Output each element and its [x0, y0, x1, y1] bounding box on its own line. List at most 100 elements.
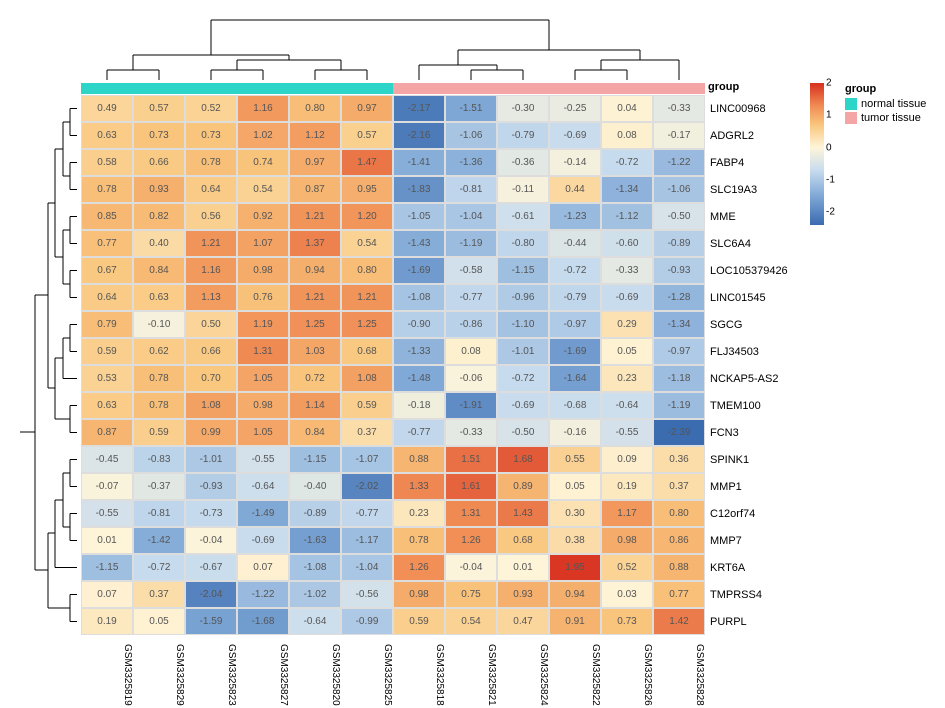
heatmap-cell: -1.59	[185, 608, 237, 635]
heatmap-cell: -0.67	[185, 554, 237, 581]
heatmap-cell: 0.40	[133, 230, 185, 257]
heatmap-cell: 0.04	[601, 95, 653, 122]
heatmap-row: 0.530.780.701.050.721.08-1.48-0.06-0.72-…	[81, 365, 705, 392]
heatmap-cell: -0.93	[185, 473, 237, 500]
heatmap-cell: 1.17	[601, 500, 653, 527]
group-cell	[341, 83, 393, 94]
heatmap-cell: -0.68	[549, 392, 601, 419]
heatmap-cell: -1.19	[445, 230, 497, 257]
heatmap-cell: 0.86	[653, 527, 705, 554]
heatmap-cell: 0.98	[393, 581, 445, 608]
heatmap-cell: -0.90	[393, 311, 445, 338]
heatmap-cell: 0.94	[549, 581, 601, 608]
row-label: FLJ34503	[708, 338, 788, 365]
row-label: C12orf74	[708, 500, 788, 527]
heatmap-cell: -2.02	[341, 473, 393, 500]
heatmap-cell: 0.93	[133, 176, 185, 203]
heatmap-cell: -1.43	[393, 230, 445, 257]
heatmap-cell: 0.47	[497, 608, 549, 635]
heatmap-cell: 1.16	[185, 257, 237, 284]
heatmap-cell: 1.21	[341, 284, 393, 311]
group-cell	[133, 83, 185, 94]
heatmap-cell: -0.14	[549, 149, 601, 176]
column-label: GSM3325818	[393, 638, 445, 708]
row-label: ADGRL2	[708, 122, 788, 149]
heatmap-cell: 0.03	[601, 581, 653, 608]
heatmap-cell: -0.77	[445, 284, 497, 311]
heatmap-cell: 0.54	[237, 176, 289, 203]
group-cell	[445, 83, 497, 94]
heatmap-cell: 1.51	[445, 446, 497, 473]
heatmap-cell: 0.37	[133, 581, 185, 608]
heatmap-cell: -1.05	[393, 203, 445, 230]
heatmap-cell: 0.55	[549, 446, 601, 473]
heatmap-cell: 0.49	[81, 95, 133, 122]
heatmap-cell: 0.73	[601, 608, 653, 635]
legend-item: normal tissue	[845, 98, 926, 110]
heatmap-cell: 0.91	[549, 608, 601, 635]
heatmap-cell: -1.23	[549, 203, 601, 230]
heatmap-cell: 0.23	[393, 500, 445, 527]
heatmap-cell: -1.36	[445, 149, 497, 176]
row-label: TMEM100	[708, 392, 788, 419]
column-label: GSM3325821	[445, 638, 497, 708]
heatmap-cell: -0.56	[341, 581, 393, 608]
heatmap-cell: 0.82	[133, 203, 185, 230]
heatmap-cell: 0.98	[237, 392, 289, 419]
heatmap-cell: 0.30	[549, 500, 601, 527]
heatmap-cell: -0.89	[653, 230, 705, 257]
heatmap-cell: 0.05	[549, 473, 601, 500]
heatmap-cell: 1.21	[185, 230, 237, 257]
group-cell	[237, 83, 289, 94]
heatmap-cell: 0.63	[81, 122, 133, 149]
heatmap-cell: 1.31	[237, 338, 289, 365]
heatmap-cell: -1.34	[653, 311, 705, 338]
heatmap-cell: -1.08	[393, 284, 445, 311]
heatmap-cell: 0.68	[497, 527, 549, 554]
heatmap-cell: 1.12	[289, 122, 341, 149]
heatmap-cell: 0.80	[289, 95, 341, 122]
heatmap-cell: 0.08	[445, 338, 497, 365]
heatmap-cell: 1.14	[289, 392, 341, 419]
heatmap-cell: -1.83	[393, 176, 445, 203]
heatmap-cell: -0.72	[549, 257, 601, 284]
heatmap-cell: 0.58	[81, 149, 133, 176]
heatmap-cell: 0.78	[81, 176, 133, 203]
heatmap-cell: 0.92	[237, 203, 289, 230]
heatmap-cell: 0.50	[185, 311, 237, 338]
group-cell	[81, 83, 133, 94]
heatmap-cell: 0.84	[133, 257, 185, 284]
column-label: GSM3325823	[185, 638, 237, 708]
heatmap-cell: -1.15	[497, 257, 549, 284]
heatmap-cell: -1.68	[237, 608, 289, 635]
heatmap-cell: 0.78	[133, 392, 185, 419]
heatmap-cell: 1.02	[237, 122, 289, 149]
heatmap-cell: 0.59	[341, 392, 393, 419]
heatmap-cell: -0.40	[289, 473, 341, 500]
heatmap-cell: -0.55	[237, 446, 289, 473]
heatmap-cell: -0.16	[549, 419, 601, 446]
colorbar-tick: -2	[826, 207, 835, 218]
heatmap-cell: 1.20	[341, 203, 393, 230]
colorbar-tick: 1	[826, 110, 832, 121]
group-cell	[393, 83, 445, 94]
heatmap-cell: -1.01	[497, 338, 549, 365]
heatmap-cell: 0.72	[289, 365, 341, 392]
heatmap-cell: -1.12	[601, 203, 653, 230]
legend-swatch	[845, 112, 857, 124]
heatmap-cell: 0.84	[289, 419, 341, 446]
heatmap-cell: -1.06	[653, 176, 705, 203]
heatmap-row: 0.490.570.521.160.800.97-2.17-1.51-0.30-…	[81, 95, 705, 122]
heatmap-row: 0.630.781.080.981.140.59-0.18-1.91-0.69-…	[81, 392, 705, 419]
colorbar-tick: -1	[826, 174, 835, 185]
heatmap-cell: 1.13	[185, 284, 237, 311]
group-cell	[185, 83, 237, 94]
legend-title: group	[845, 83, 926, 95]
heatmap-cell: -1.48	[393, 365, 445, 392]
heatmap-cell: -0.33	[653, 95, 705, 122]
heatmap-cell: 1.07	[237, 230, 289, 257]
heatmap-cell: 0.29	[601, 311, 653, 338]
heatmap-cell: -1.22	[237, 581, 289, 608]
heatmap-cell: -1.51	[445, 95, 497, 122]
heatmap-cell: -1.10	[497, 311, 549, 338]
